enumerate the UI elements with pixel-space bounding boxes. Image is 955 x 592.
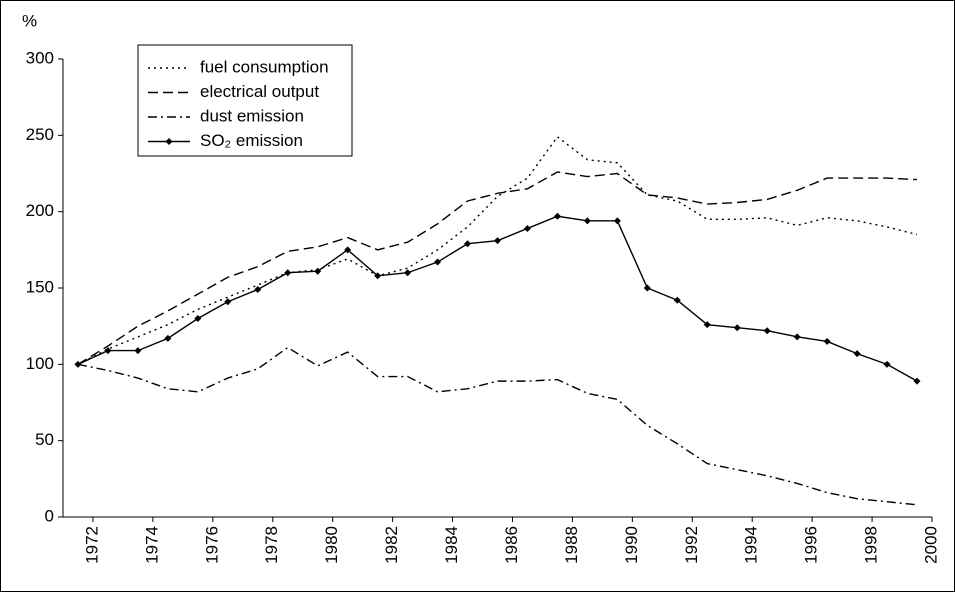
point: [314, 267, 322, 275]
point: [404, 269, 412, 277]
point: [853, 350, 861, 358]
point: [793, 333, 801, 341]
point: [703, 321, 711, 329]
point: [673, 296, 681, 304]
point: [344, 246, 352, 254]
legend: fuel consumption electrical output dust em…: [137, 44, 353, 157]
x-tick-label: 1984: [442, 526, 461, 564]
y-tick-label: 200: [26, 201, 54, 220]
y-tick-label: 300: [26, 48, 54, 67]
point: [583, 217, 591, 225]
x-tick-label: 1990: [622, 526, 641, 564]
point: [434, 258, 442, 266]
series-line: [77, 346, 918, 506]
x-tick-label: 1982: [382, 526, 401, 564]
point: [613, 217, 621, 225]
point: [104, 347, 112, 355]
point: [523, 224, 531, 232]
point: [494, 237, 501, 245]
point: [643, 284, 651, 292]
series-line: [77, 135, 918, 365]
x-tick-label: 1978: [262, 526, 281, 564]
y-tick-label: 100: [26, 354, 54, 373]
point: [763, 327, 771, 335]
legend-label: SO₂ emission: [200, 131, 303, 150]
x-tick-label: 1980: [322, 526, 341, 564]
point: [913, 377, 921, 385]
x-tick-label: 1992: [682, 526, 701, 564]
point: [883, 360, 891, 368]
y-tick-label: 150: [26, 277, 54, 296]
point: [224, 298, 232, 306]
point: [464, 240, 472, 248]
point: [374, 272, 382, 280]
point: [284, 269, 292, 277]
x-tick-label: 1988: [562, 526, 581, 564]
point: [553, 212, 561, 220]
y-tick-label: 50: [35, 430, 54, 449]
legend-box: [137, 44, 353, 157]
legend-label: fuel consumption: [200, 57, 329, 76]
point: [254, 286, 262, 294]
x-tick-label: 2000: [921, 526, 940, 564]
y-tick-label: 0: [45, 506, 54, 525]
point: [134, 347, 142, 355]
point: [74, 360, 82, 368]
x-tick-label: 1998: [862, 526, 881, 564]
legend-label: dust emission: [200, 106, 304, 125]
legend-label: electrical output: [200, 82, 319, 101]
x-tick-label: 1972: [82, 526, 101, 564]
x-tick-label: 1976: [202, 526, 221, 564]
series-line: [77, 171, 918, 365]
y-axis-label: %: [22, 11, 37, 30]
point: [164, 334, 172, 342]
x-tick-label: 1974: [142, 526, 161, 564]
x-tick-label: 1986: [502, 526, 521, 564]
y-tick-label: 250: [26, 125, 54, 144]
x-tick-label: 1996: [802, 526, 821, 564]
point: [194, 315, 202, 323]
x-tick-label: 1994: [742, 526, 761, 564]
point: [733, 324, 741, 332]
legend-marker: [165, 138, 173, 145]
point: [823, 337, 831, 345]
